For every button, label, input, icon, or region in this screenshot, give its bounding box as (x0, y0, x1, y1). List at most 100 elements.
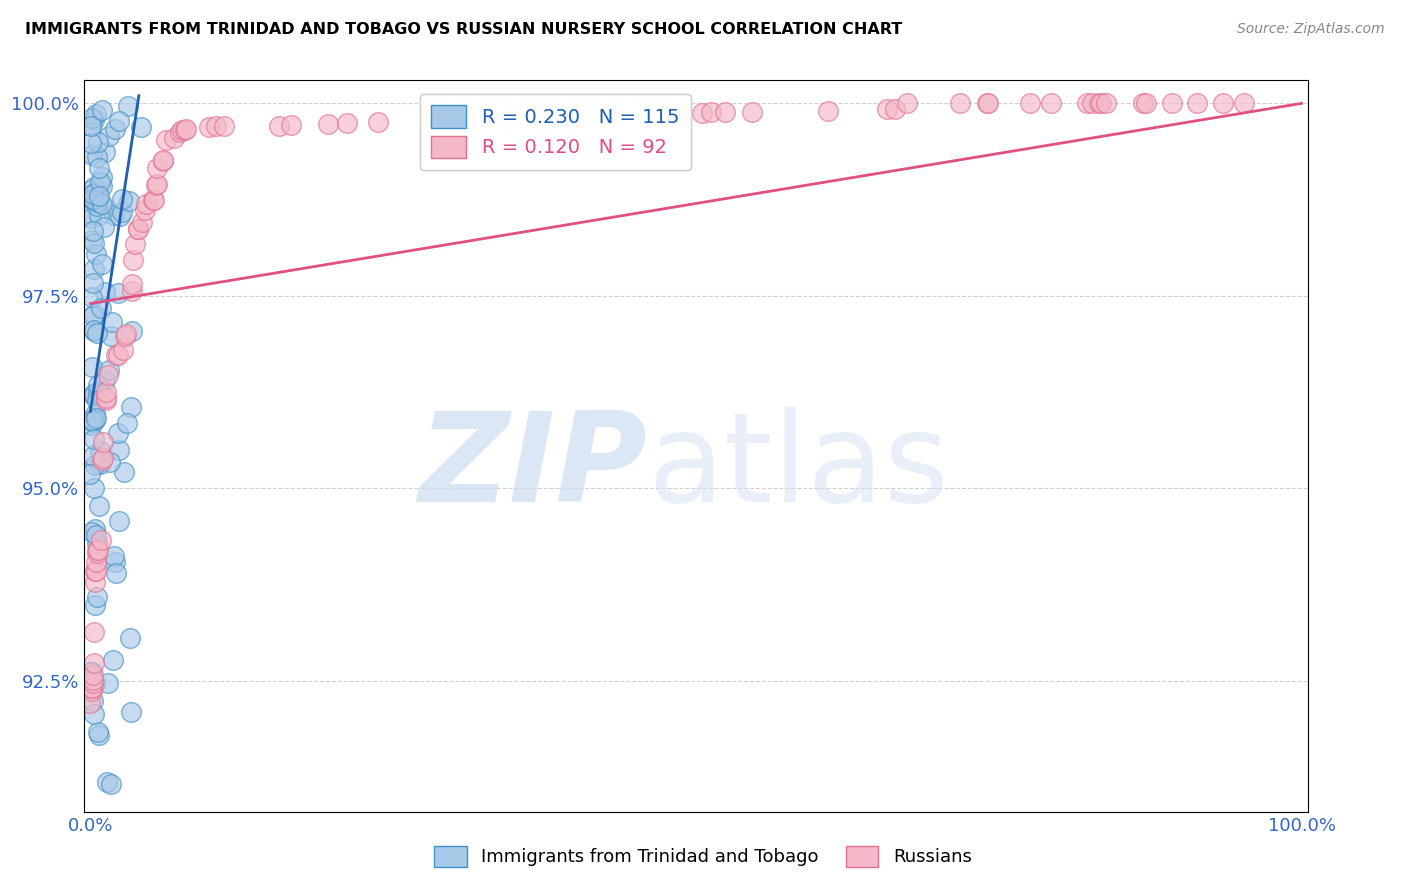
Point (114, 329, 136, 343)
Point (84, 528, 107, 542)
Point (87, 185, 110, 199)
Point (86, 199, 108, 213)
Point (84, 107, 107, 121)
Point (112, 466, 135, 480)
Point (118, 194, 141, 208)
Point (163, 131, 186, 145)
Point (97, 128, 120, 143)
Point (198, 120, 221, 134)
Point (82, 277, 104, 291)
Point (668, 109, 690, 123)
Point (82, 681, 104, 695)
Point (1187, 96, 1209, 111)
Point (87, 135, 110, 149)
Point (86, 725, 108, 739)
Point (83, 112, 105, 127)
Point (91, 452, 114, 467)
Point (700, 105, 723, 120)
Point (100, 329, 122, 343)
Point (90, 196, 112, 211)
Point (98, 362, 121, 376)
Point (212, 119, 235, 133)
Point (103, 208, 125, 222)
Point (104, 121, 127, 136)
Point (91, 435, 114, 450)
Point (83, 180, 105, 194)
Point (142, 194, 165, 208)
Point (714, 105, 737, 120)
Legend: Immigrants from Trinidad and Tobago, Russians: Immigrants from Trinidad and Tobago, Rus… (427, 838, 979, 874)
Point (83, 307, 105, 321)
Point (423, 113, 446, 128)
Point (111, 204, 134, 219)
Point (83, 236, 105, 251)
Point (1081, 96, 1104, 111)
Point (463, 113, 485, 128)
Point (100, 776, 122, 790)
Point (82, 694, 104, 708)
Point (120, 401, 142, 415)
Point (83, 522, 105, 536)
Point (82, 234, 104, 248)
Point (87, 161, 110, 175)
Point (96, 391, 118, 405)
Point (80, 211, 103, 225)
Point (96, 385, 118, 400)
Point (87, 728, 110, 742)
Point (79, 696, 101, 710)
Point (86, 384, 108, 399)
Point (86, 590, 108, 604)
Point (97, 368, 120, 383)
Point (82, 449, 104, 463)
Point (176, 121, 198, 136)
Point (131, 215, 153, 229)
Point (80, 290, 103, 304)
Point (876, 103, 898, 117)
Point (121, 284, 143, 298)
Point (152, 153, 174, 168)
Point (87, 542, 110, 557)
Point (82, 673, 104, 688)
Point (80, 524, 103, 539)
Point (155, 133, 177, 147)
Point (1088, 96, 1111, 111)
Point (93, 220, 115, 235)
Point (86, 326, 108, 340)
Text: atlas: atlas (647, 408, 949, 528)
Point (495, 112, 517, 127)
Point (657, 110, 679, 124)
Point (108, 514, 131, 528)
Point (86, 546, 108, 560)
Point (205, 119, 228, 133)
Point (82, 187, 104, 202)
Point (82, 193, 104, 207)
Point (86, 535, 108, 549)
Point (145, 178, 167, 193)
Point (91, 450, 114, 465)
Point (83, 574, 105, 589)
Point (91, 257, 114, 271)
Point (83, 624, 105, 639)
Point (89, 189, 111, 203)
Point (80, 413, 103, 427)
Point (84, 676, 107, 690)
Point (108, 114, 131, 128)
Point (82, 309, 104, 323)
Point (80, 681, 103, 695)
Point (87, 378, 110, 392)
Point (169, 125, 191, 139)
Point (97, 676, 120, 690)
Point (562, 112, 585, 127)
Point (117, 99, 139, 113)
Point (115, 326, 138, 341)
Point (79, 467, 101, 481)
Point (1212, 96, 1234, 111)
Point (89, 457, 111, 471)
Point (83, 323, 105, 337)
Point (1090, 96, 1112, 111)
Point (120, 631, 142, 645)
Point (94, 373, 117, 387)
Point (127, 221, 149, 235)
Point (89, 208, 111, 222)
Point (336, 116, 359, 130)
